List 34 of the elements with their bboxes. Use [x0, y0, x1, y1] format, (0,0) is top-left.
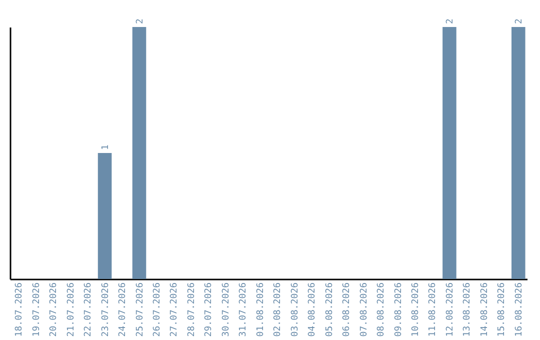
x-tick-label: 15.08.2026 [497, 282, 508, 337]
x-tick-label: 09.08.2026 [394, 282, 404, 337]
x-tick-label: 25.07.2026 [135, 282, 146, 337]
x-tick-label: 30.07.2026 [221, 282, 232, 337]
x-tick-label: 02.08.2026 [273, 282, 284, 337]
x-tick-label: 22.07.2026 [84, 282, 94, 337]
x-tick-label: 16.08.2026 [514, 282, 524, 337]
x-tick-label: 07.08.2026 [359, 282, 370, 337]
x-tick-label: 20.07.2026 [49, 282, 60, 337]
x-tick-label: 23.07.2026 [100, 282, 111, 337]
x-tick-label: 21.07.2026 [66, 282, 76, 337]
x-tick-label: 08.08.2026 [376, 282, 387, 337]
x-tick-label: 04.08.2026 [308, 282, 318, 337]
x-tick-label: 24.07.2026 [118, 282, 128, 337]
data-label: 1 [100, 144, 111, 150]
x-tick-label: 11.08.2026 [428, 282, 438, 337]
x-tick-label: 26.07.2026 [152, 282, 162, 337]
x-tick-label: 12.08.2026 [445, 282, 456, 337]
x-tick-label: 06.08.2026 [342, 282, 352, 337]
x-tick-label: 10.08.2026 [410, 282, 421, 337]
x-tick-label: 18.07.2026 [14, 282, 25, 337]
x-tick-label: 05.08.2026 [324, 282, 335, 337]
x-tick-label: 31.07.2026 [238, 282, 249, 337]
x-tick-label: 19.07.2026 [32, 282, 42, 337]
data-label: 2 [514, 18, 524, 24]
x-tick-label: 14.08.2026 [480, 282, 490, 337]
data-label: 2 [135, 18, 146, 24]
x-tick-label: 29.07.2026 [204, 282, 214, 337]
x-tick-label: 28.07.2026 [186, 282, 197, 337]
x-tick-label: 13.08.2026 [462, 282, 473, 337]
data-label: 2 [445, 18, 456, 24]
x-tick-label: 03.08.2026 [290, 282, 300, 337]
x-tick-label: 01.08.2026 [256, 282, 266, 337]
x-tick-label: 27.07.2026 [170, 282, 180, 337]
